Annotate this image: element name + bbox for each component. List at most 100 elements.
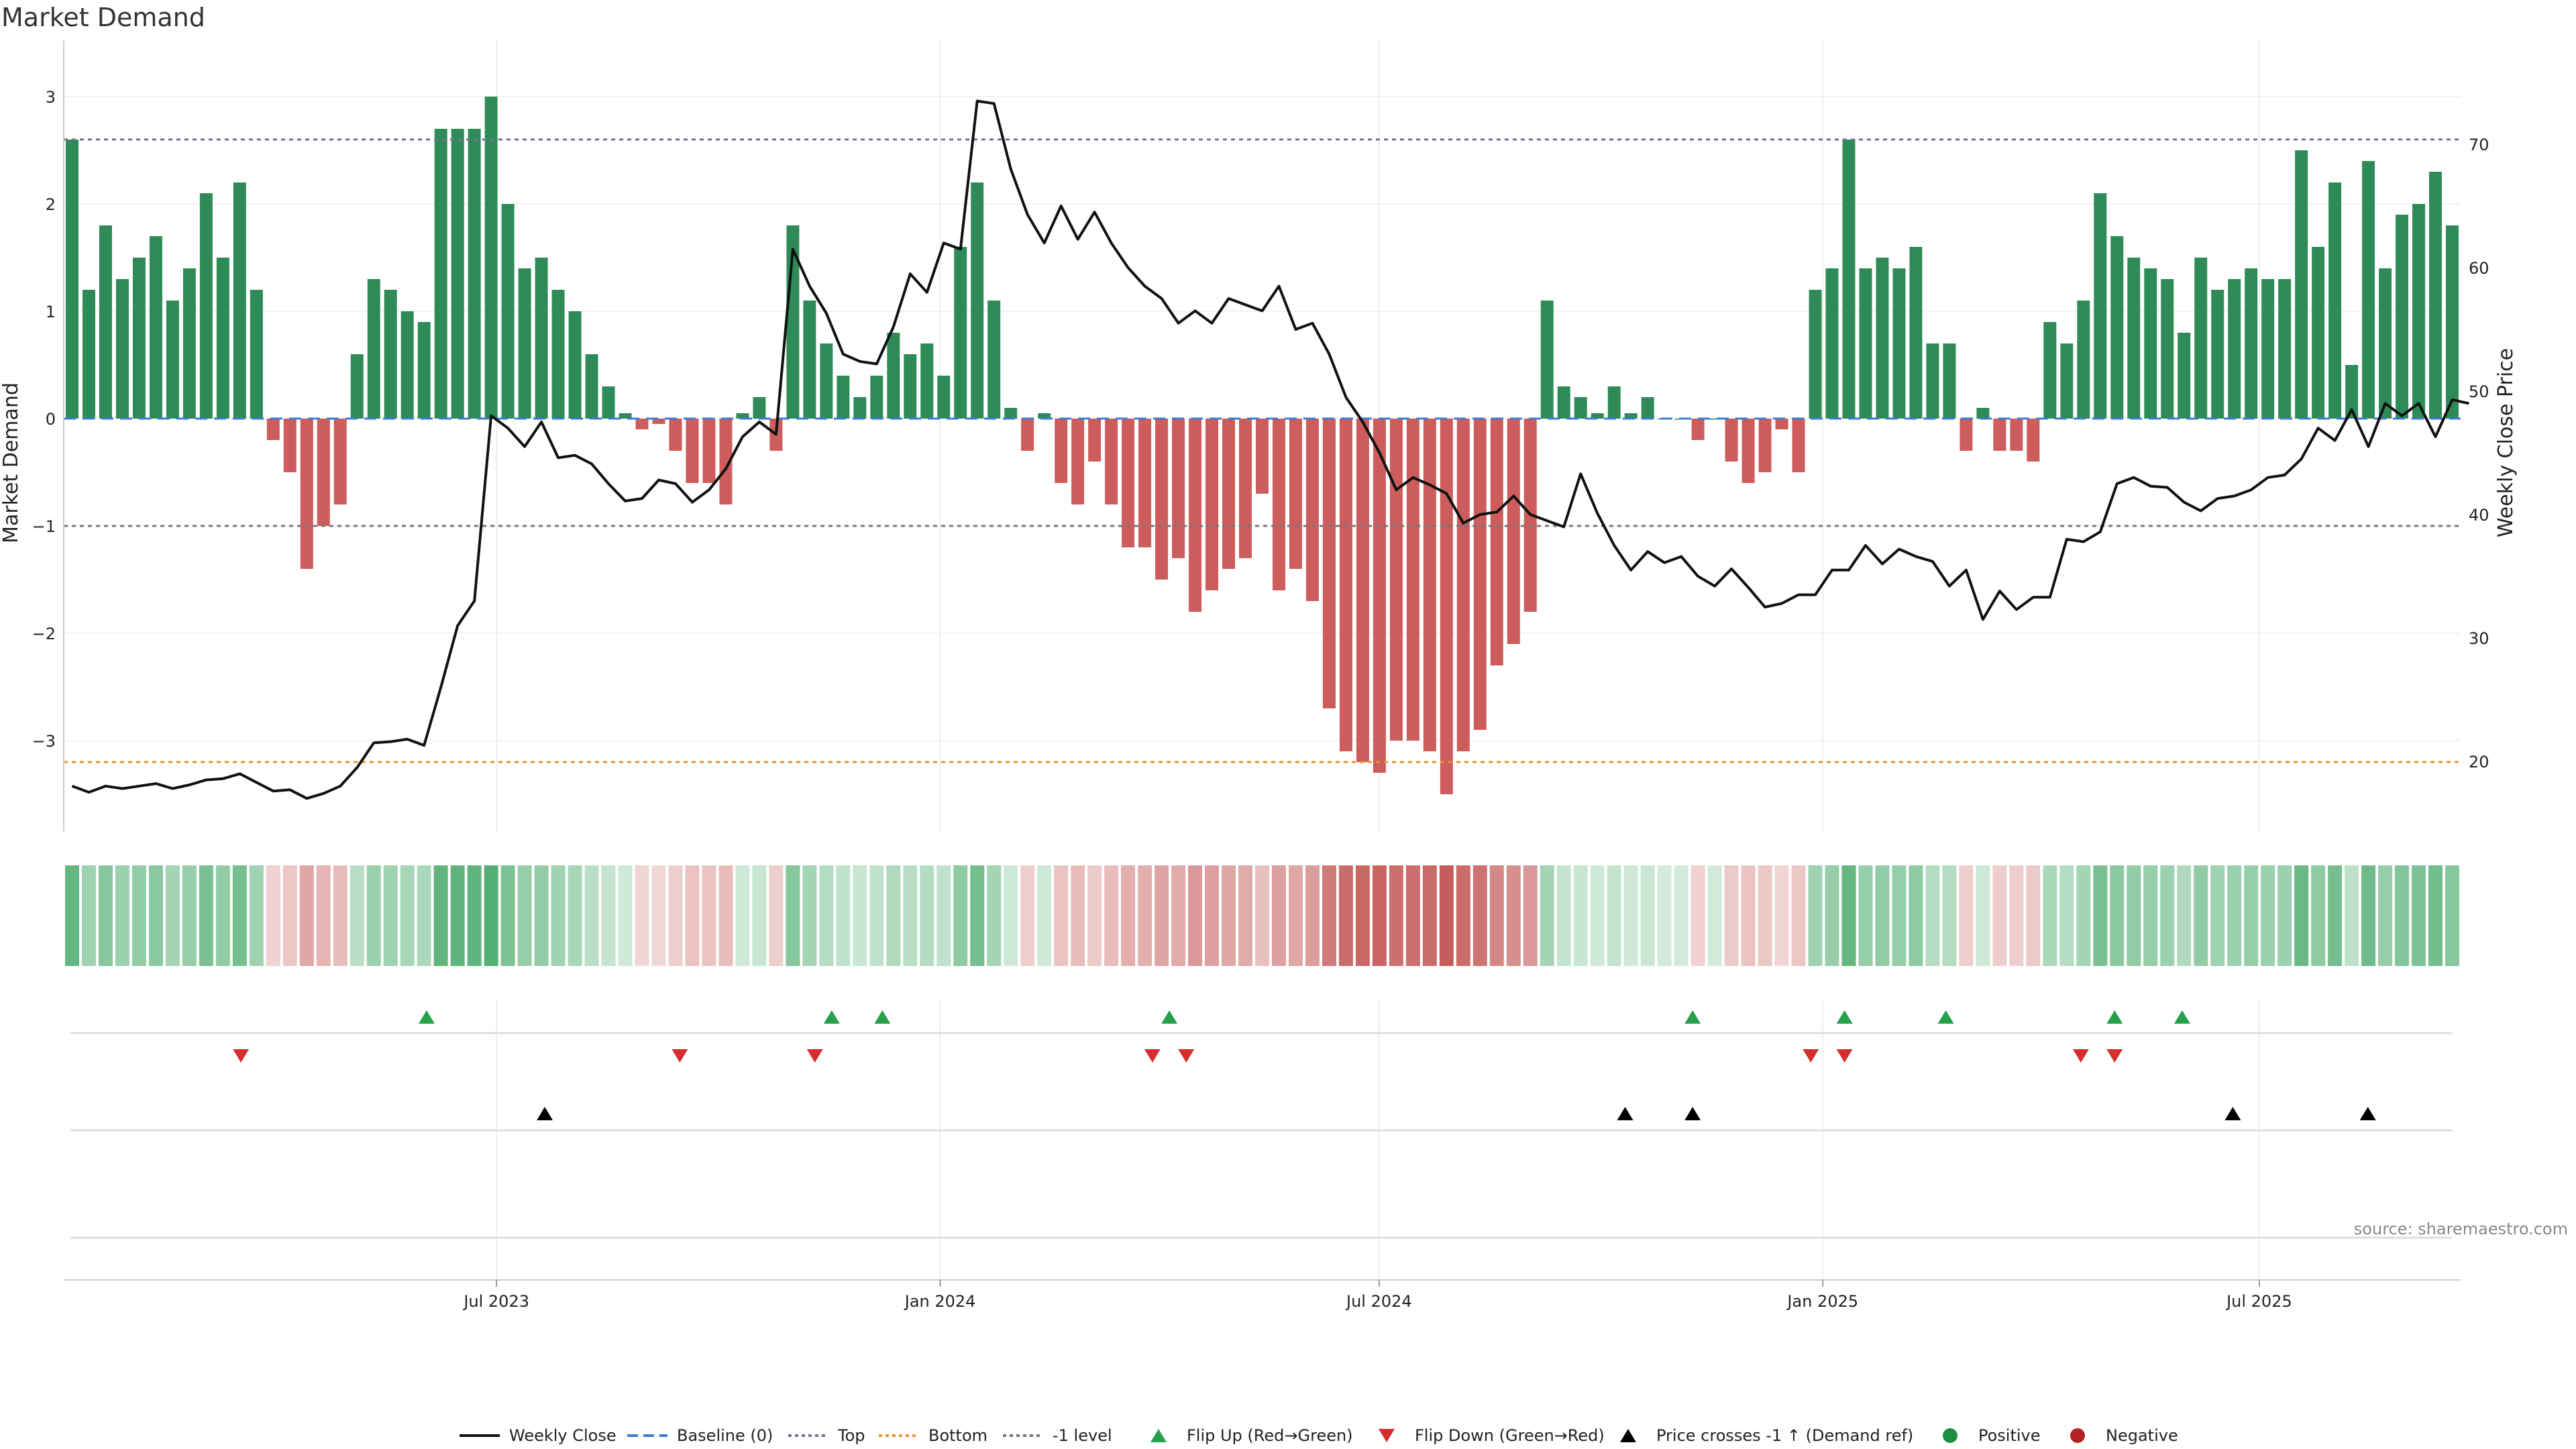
heat-cell [1825,865,1839,966]
demand-bar [2328,182,2342,419]
heat-cell [1489,865,1504,966]
demand-bar [2043,322,2057,419]
legend-label: Price crosses -1 ↑ (Demand ref) [1656,1426,1913,1445]
demand-bar [1356,419,1369,762]
demand-bar [2110,236,2124,419]
heat-cell [2059,865,2074,966]
price-cross-marker [537,1107,553,1120]
heat-cell [165,865,180,966]
demand-bar [417,322,431,419]
heat-cell [484,865,498,966]
demand-bar [1607,386,1621,419]
demand-bar [1741,419,1755,483]
demand-bar [99,225,112,419]
heat-cell [1071,865,1085,966]
demand-bar [1122,419,1135,547]
y2-tick-label: 40 [2469,506,2489,525]
heat-cell [299,865,314,966]
demand-bar [1960,419,1973,451]
heat-cell [2294,865,2309,966]
heat-cell [1171,865,1186,966]
heat-cell [903,865,918,966]
x-tick-label: Jul 2023 [462,1292,529,1311]
demand-bar [1825,268,1839,419]
heat-cell [1255,865,1269,966]
heat-cell [786,865,800,966]
demand-bar [333,419,347,504]
demand-bar [1624,413,1638,419]
heat-cell [1875,865,1890,966]
demand-bar [82,290,95,419]
heat-cell [1640,865,1655,966]
heat-cell [651,865,666,966]
heat-cell [215,865,230,966]
heat-cell [853,865,867,966]
demand-bar [317,419,330,526]
demand-bar [719,419,733,504]
demand-bar [65,140,78,419]
y-tick-label: −2 [32,625,56,643]
y-axis-label: Market Demand [0,382,23,543]
heat-cell [1506,865,1521,966]
legend-label: Top [837,1426,865,1445]
heat-cell [1540,865,1554,966]
legend-swatch-triangle-up [1150,1429,1167,1442]
price-cross-marker [1617,1107,1633,1120]
demand-bar [1105,419,1118,504]
heat-cell [1690,865,1705,966]
y-tick-label: 0 [46,410,56,429]
heat-cell [1657,865,1672,966]
demand-bar [2010,419,2023,451]
heat-cell [1322,865,1336,966]
heat-cell [2127,865,2141,966]
heat-cell [64,865,79,966]
demand-bar [1440,419,1453,794]
demand-bar [501,204,515,419]
heat-cell [467,865,482,966]
demand-bar [551,290,565,419]
heat-cell [1523,865,1538,966]
demand-bar [2144,268,2157,419]
demand-bar [166,301,179,419]
heat-cell [1305,865,1320,966]
demand-bar [1055,419,1068,483]
demand-bar [2245,268,2258,419]
demand-bar [887,333,900,419]
price-cross-marker [1684,1107,1701,1120]
demand-bar [2312,247,2325,419]
demand-bar [367,279,380,419]
heat-cell [81,865,96,966]
heat-cell [1439,865,1454,966]
heat-cell [1573,865,1588,966]
heat-cell [2026,865,2041,966]
heat-cell [534,865,549,966]
demand-bar [2446,225,2459,419]
demand-bar [132,258,146,419]
demand-bar [585,354,598,419]
demand-bar [1473,419,1487,730]
demand-bar [451,129,464,419]
heat-cell [802,865,817,966]
heat-cell [936,865,951,966]
heat-cell [1590,865,1605,966]
heat-cell [2210,865,2225,966]
demand-bar [1172,419,1185,558]
heat-cell [1372,865,1387,966]
heat-cell [1774,865,1789,966]
heat-cell [1004,865,1018,966]
heat-cell [2177,865,2192,966]
flip-up-marker [1161,1010,1178,1024]
demand-bar [2261,279,2275,419]
flip-up-marker [1836,1010,1853,1024]
heat-cell [1741,865,1756,966]
demand-bar [904,354,917,419]
demand-bar [1758,419,1772,472]
demand-bar [1691,419,1705,440]
heat-cell [383,865,398,966]
heat-cell [1791,865,1806,966]
demand-bar [1792,419,1805,472]
demand-bar [1456,419,1470,751]
demand-bar [1943,343,1956,419]
demand-bar [1876,258,1889,419]
heat-cell [1087,865,1102,966]
